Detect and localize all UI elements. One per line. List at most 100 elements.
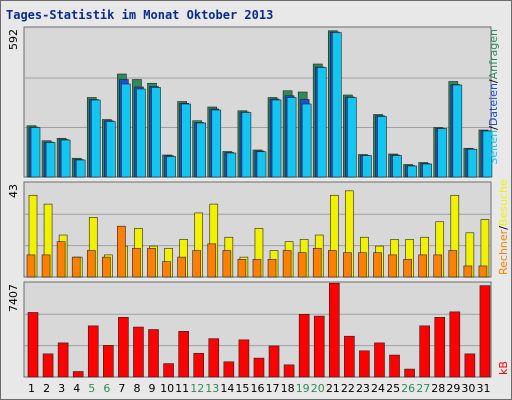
middle-bar-rechner-21 (327, 250, 337, 278)
middle-bar-rechner-2 (41, 254, 51, 278)
x-tick-label-1: 1 (28, 382, 35, 395)
bottom-bar-kb-21 (328, 282, 340, 378)
top-bar-seiten-15 (241, 112, 252, 178)
legend-rechner: Rechner (497, 229, 510, 275)
top-bar-seiten-16 (256, 151, 267, 178)
x-tick-label-2: 2 (43, 382, 50, 395)
x-tick-label-27: 27 (416, 382, 430, 395)
bottom-bar-kb-1 (27, 312, 39, 378)
top-bar-seiten-13 (211, 109, 222, 178)
x-tick-label-4: 4 (73, 382, 80, 395)
middle-bar-rechner-6 (102, 256, 111, 278)
x-tick-label-21: 21 (326, 382, 340, 395)
x-tick-label-13: 13 (205, 382, 219, 395)
x-tick-label-20: 20 (311, 382, 325, 395)
top-bar-seiten-25 (392, 155, 402, 178)
bottom-bar-kb-6 (103, 345, 114, 378)
middle-legend: Rechner/Besuche (497, 179, 510, 275)
middle-bar-rechner-20 (312, 247, 322, 278)
x-tick-label-25: 25 (386, 382, 400, 395)
top-bar-seiten-26 (407, 165, 417, 178)
middle-bar-rechner-19 (297, 252, 307, 278)
middle-bar-rechner-22 (343, 252, 352, 278)
middle-bar-rechner-7 (117, 225, 126, 278)
middle-bar-rechner-17 (267, 259, 277, 278)
legend-seiten: Seiten (487, 130, 500, 165)
x-tick-label-11: 11 (175, 382, 189, 395)
top-ymax-label: 592 (7, 29, 20, 50)
bottom-bar-kb-31 (479, 285, 491, 378)
x-tick-label-14: 14 (220, 382, 234, 395)
bottom-bar-kb-20 (313, 315, 325, 378)
top-bar-seiten-7 (121, 83, 131, 178)
middle-bar-rechner-10 (162, 261, 171, 278)
bottom-bar-kb-22 (344, 335, 355, 378)
top-bar-seiten-4 (75, 159, 86, 178)
middle-bar-rechner-4 (71, 256, 81, 278)
x-tick-label-24: 24 (371, 382, 385, 395)
bottom-bar-kb-11 (178, 331, 189, 378)
middle-bar-rechner-5 (86, 250, 96, 278)
top-bar-seiten-6 (106, 121, 116, 178)
top-bar-seiten-9 (151, 87, 161, 178)
x-tick-label-22: 22 (341, 382, 355, 395)
top-bar-seiten-3 (60, 139, 71, 178)
legend-separator: / (497, 226, 510, 230)
legend-dateien: Dateien (487, 83, 500, 126)
top-bar-seiten-1 (30, 127, 41, 178)
top-bar-seiten-19 (301, 103, 312, 178)
x-tick-label-30: 30 (461, 382, 475, 395)
x-tick-label-23: 23 (356, 382, 370, 395)
top-legend: Seiten/Dateien/Anfragen (487, 29, 500, 165)
top-bar-seiten-29 (452, 84, 463, 178)
top-bar-seiten-20 (316, 67, 327, 178)
bottom-bar-kb-3 (57, 342, 69, 378)
top-bar-seiten-5 (90, 99, 101, 178)
middle-bar-rechner-28 (433, 254, 443, 278)
bottom-bar-kb-19 (298, 313, 310, 378)
bottom-bar-kb-5 (87, 325, 99, 378)
top-bar-seiten-12 (196, 122, 207, 178)
bottom-bar-kb-12 (193, 352, 205, 378)
middle-bar-rechner-15 (237, 259, 247, 278)
top-bar-seiten-31 (482, 130, 493, 178)
legend-besuche: Besuche (497, 179, 510, 226)
bottom-bar-kb-25 (389, 354, 400, 378)
x-tick-label-31: 31 (476, 382, 490, 395)
middle-bar-rechner-11 (177, 256, 186, 278)
bottom-bar-kb-16 (253, 357, 265, 378)
page-title: Tages-Statistik im Monat Oktober 2013 (6, 8, 274, 22)
x-tick-label-6: 6 (103, 382, 110, 395)
x-tick-label-9: 9 (149, 382, 156, 395)
x-tick-label-15: 15 (235, 382, 249, 395)
bottom-bar-kb-9 (148, 329, 159, 378)
x-tick-label-17: 17 (266, 382, 280, 395)
bottom-bar-kb-8 (133, 326, 144, 378)
legend-separator: / (487, 79, 500, 83)
x-tick-label-19: 19 (296, 382, 310, 395)
x-tick-label-3: 3 (58, 382, 65, 395)
top-bar-seiten-10 (166, 156, 176, 178)
middle-bar-rechner-31 (478, 265, 488, 278)
middle-ymax-label: 43 (7, 184, 20, 198)
legend-separator: / (487, 126, 500, 130)
legend-anfragen: Anfragen (487, 29, 500, 79)
top-bar-seiten-2 (45, 142, 56, 178)
bottom-bar-kb-13 (208, 338, 220, 378)
x-tick-label-26: 26 (401, 382, 415, 395)
top-bar-seiten-23 (362, 155, 372, 178)
middle-bar-rechner-1 (26, 254, 36, 278)
top-bar-seiten-21 (331, 32, 342, 178)
x-tick-label-29: 29 (446, 382, 460, 395)
top-bar-seiten-27 (422, 163, 432, 178)
top-bar-seiten-14 (226, 152, 237, 178)
middle-bar-rechner-16 (252, 259, 262, 278)
x-tick-label-18: 18 (281, 382, 295, 395)
bottom-bar-kb-23 (359, 350, 370, 378)
top-bar-seiten-8 (136, 88, 146, 178)
top-bar-seiten-22 (347, 97, 357, 178)
bottom-ymax-label: 7407 (7, 284, 20, 312)
middle-bar-rechner-18 (282, 250, 292, 278)
bottom-bar-kb-27 (419, 325, 430, 378)
